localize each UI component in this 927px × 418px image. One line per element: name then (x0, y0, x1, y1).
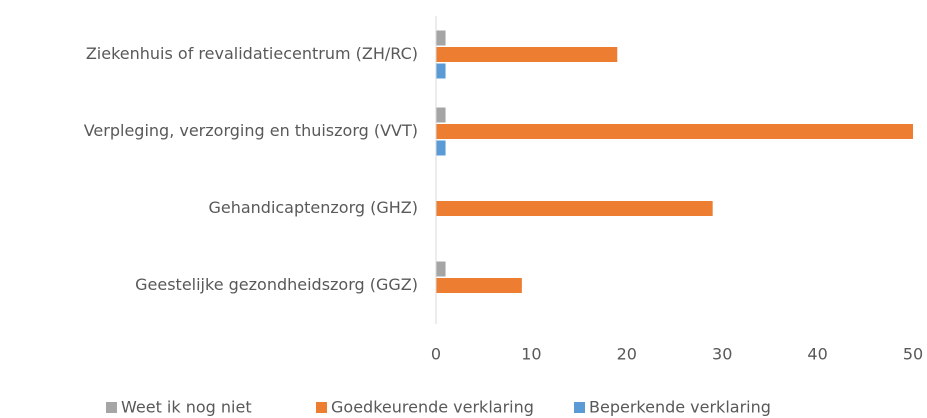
y-tick-label: Geestelijke gezondheidszorg (GGZ) (135, 275, 418, 294)
x-tick-label: 10 (521, 345, 541, 364)
y-tick-label: Ziekenhuis of revalidatiecentrum (ZH/RC) (86, 44, 418, 63)
bar (436, 140, 446, 156)
y-tick-label: Verpleging, verzorging en thuiszorg (VVT… (84, 121, 418, 140)
x-tick-label: 0 (431, 345, 441, 364)
x-tick-label: 30 (712, 345, 732, 364)
x-tick-label: 50 (903, 345, 923, 364)
bar (436, 201, 713, 216)
legend-swatch (316, 402, 327, 413)
legend-label: Beperkende verklaring (589, 398, 771, 417)
bar (436, 278, 522, 293)
bar (436, 124, 913, 139)
legend-swatch (106, 402, 117, 413)
bar (436, 107, 446, 123)
legend-label: Weet ik nog niet (121, 398, 252, 417)
bar (436, 30, 446, 46)
legend-swatch (574, 402, 585, 413)
x-tick-label: 20 (617, 345, 637, 364)
y-tick-label: Gehandicaptenzorg (GHZ) (208, 198, 418, 217)
legend-label: Goedkeurende verklaring (331, 398, 534, 417)
bar (436, 63, 446, 79)
x-tick-label: 40 (807, 345, 827, 364)
bar (436, 47, 618, 62)
bar (436, 261, 446, 277)
